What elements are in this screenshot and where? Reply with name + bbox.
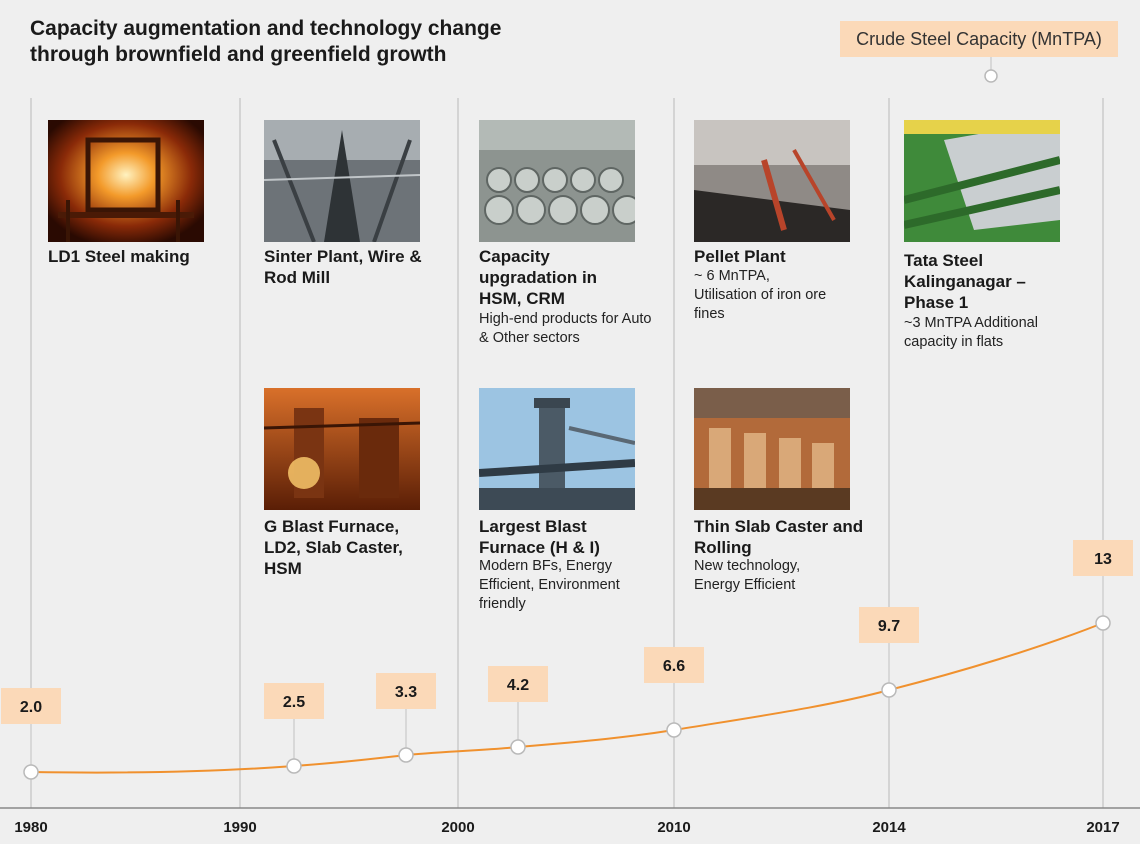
title-line-2: through brownfield and greenfield growth	[30, 43, 447, 66]
capacity-points: 2.0 2.5 3.3 4.2 6.6 9.7 13	[1, 540, 1133, 780]
value-label: 2.5	[283, 694, 305, 711]
capacity-data-point	[23, 764, 39, 780]
value-label: 2.0	[20, 699, 42, 716]
value-label-box	[264, 683, 324, 719]
event-pellet-title: Pellet Plant	[694, 247, 786, 266]
legend-marker	[984, 69, 998, 83]
event-ld1-title: LD1 Steel making	[48, 247, 190, 266]
value-label-box	[644, 647, 704, 683]
event-largest-title: Largest Blast Furnace (H & I)	[479, 517, 600, 557]
pellet-plant-photo	[694, 120, 850, 242]
value-label-box	[1, 688, 61, 724]
value-label-box	[1073, 540, 1133, 576]
year-tick-2014: 2014	[872, 819, 906, 836]
blast-furnace-tower-photo	[479, 388, 635, 510]
event-pellet-desc: ~ 6 MnTPA, Utilisation of iron ore fines	[694, 268, 827, 322]
capacity-data-point	[510, 739, 526, 755]
capacity-data-point	[398, 747, 414, 763]
event-kpo-desc: ~3 MnTPA Additional capacity in flats	[904, 315, 1038, 350]
capacity-data-point	[286, 758, 302, 774]
event-hsm-desc: High-end products for Auto & Other secto…	[479, 311, 652, 346]
value-label: 13	[1094, 551, 1112, 568]
page-title: Capacity augmentation and technology cha…	[30, 16, 501, 68]
value-label: 4.2	[507, 677, 529, 694]
event-gblast-title: G Blast Furnace, LD2, Slab Caster, HSM	[264, 517, 403, 578]
legend-label: Crude Steel Capacity (MnTPA)	[840, 21, 1118, 57]
year-tick-1980: 1980	[14, 819, 47, 836]
year-tick-2017: 2017	[1086, 819, 1119, 836]
sinter-plant-photo	[264, 120, 420, 242]
value-label-box	[376, 673, 436, 709]
year-tick-1990: 1990	[223, 819, 256, 836]
value-label: 9.7	[878, 618, 900, 635]
steelmaking-furnace-photo	[48, 120, 204, 242]
value-label-box	[488, 666, 548, 702]
event-largest-desc: Modern BFs, Energy Efficient, Environmen…	[479, 558, 620, 612]
event-thinslab-desc: New technology, Energy Efficient	[694, 558, 801, 593]
value-label-box	[859, 607, 919, 643]
event-hsm-title: Capacity upgradation in HSM, CRM	[479, 247, 598, 308]
event-kpo-title: Tata Steel Kalinganagar – Phase 1	[904, 251, 1026, 312]
title-line-1: Capacity augmentation and technology cha…	[30, 17, 502, 40]
capacity-data-point	[881, 682, 897, 698]
capacity-data-point	[666, 722, 682, 738]
steel-sheet-rollers-photo	[904, 120, 1060, 242]
capacity-curve	[30, 622, 1104, 774]
steel-coils-photo	[479, 120, 635, 242]
event-sinter-title: Sinter Plant, Wire & Rod Mill	[264, 247, 422, 287]
year-tick-2000: 2000	[441, 819, 474, 836]
value-label: 3.3	[395, 684, 417, 701]
capacity-data-point	[1095, 615, 1111, 631]
value-label: 6.6	[663, 658, 685, 675]
event-thinslab-title: Thin Slab Caster and Rolling	[694, 517, 864, 557]
rolling-mill-photo	[694, 388, 850, 510]
blast-furnace-interior-photo	[264, 388, 420, 510]
year-tick-2010: 2010	[657, 819, 690, 836]
